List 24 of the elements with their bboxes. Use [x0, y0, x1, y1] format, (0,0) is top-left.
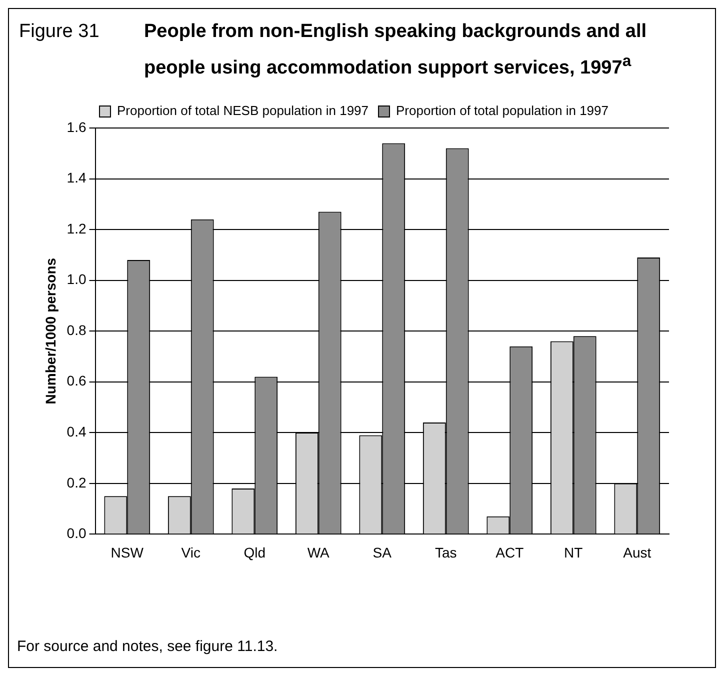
x-tick-label: Tas [434, 544, 457, 561]
y-axis-title: Number/1000 persons [42, 258, 58, 405]
y-tick-label: 1.0 [66, 272, 86, 288]
y-tick-label: 0.8 [66, 322, 86, 338]
x-tick-label: Vic [181, 544, 200, 561]
y-tick-label: 0.0 [66, 525, 86, 542]
legend-label: Proportion of total NESB population in 1997 [117, 103, 369, 118]
y-tick-label: 1.6 [66, 119, 86, 136]
y-tick-label: 0.6 [66, 373, 86, 390]
x-tick-label: SA [372, 544, 392, 561]
chart-title: People from non-English speaking backgrounds and all people using accommodation support services, 1997$^{a}$ [144, 20, 648, 80]
y-tick-label: 1.2 [66, 220, 86, 237]
text: For source and notes, see figure 11.13. [17, 638, 278, 655]
x-tick-label: NT [564, 544, 584, 561]
y-tick-label: 0.4 [66, 424, 86, 440]
x-tick-label: WA [307, 544, 330, 561]
y-tick-label: 1.4 [66, 170, 86, 186]
x-tick-label: NSW [110, 544, 144, 561]
y-tick-label: 0.2 [66, 474, 86, 491]
legend-label: Proportion of total population in 1997 [396, 103, 609, 118]
x-tick-label: ACT [496, 544, 524, 561]
x-tick-label: Aust [623, 544, 652, 561]
caption: Figure 31 [19, 20, 100, 44]
x-tick-label: Qld [244, 544, 266, 561]
